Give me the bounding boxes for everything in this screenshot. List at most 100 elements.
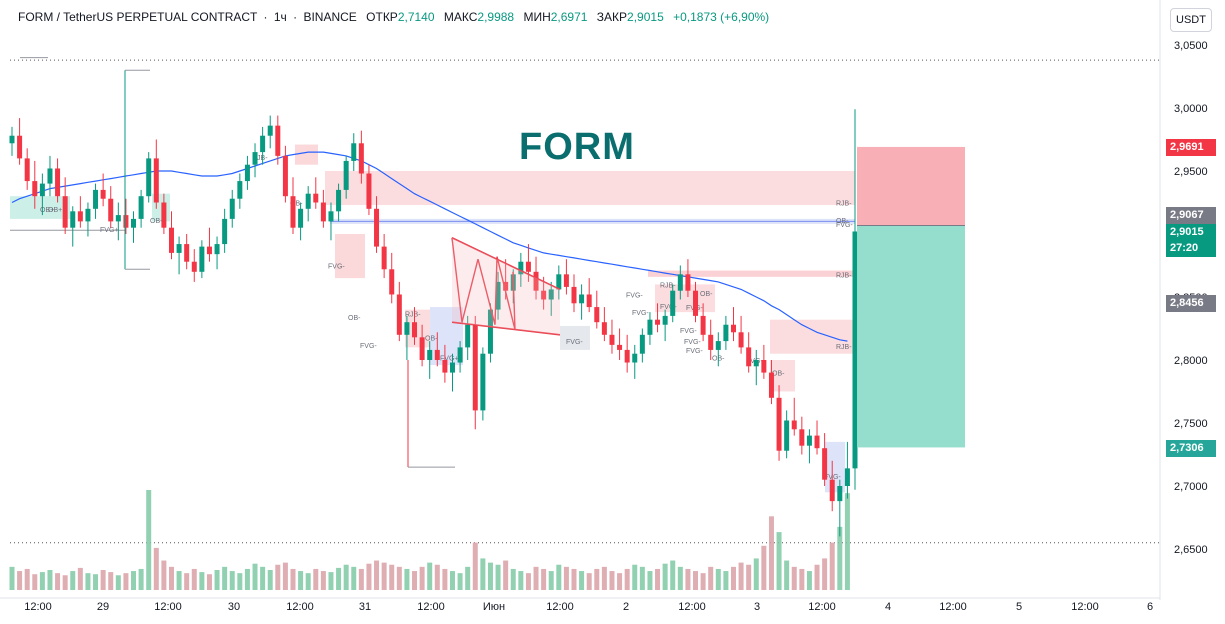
volume-bar [655,568,661,590]
candle-body [267,125,273,136]
volume-bar [837,526,843,590]
zone-label: RJB- [252,155,268,162]
x-tick-label: 12:00 [678,601,706,613]
fvg-minus-zone-3 [825,441,845,493]
y-tick-label: 2,9500 [1174,166,1208,178]
close-value: 2,9015 [627,10,664,24]
volume-bar [829,542,835,590]
candle-body [146,158,152,197]
volume-bar [556,564,562,590]
y-tick-label: 3,0500 [1174,40,1208,52]
volume-bar [146,490,152,590]
candle-body [487,309,493,354]
level1-price-tag: 2,9067 [1166,207,1216,224]
volume-bar [434,564,440,590]
volume-bar [768,516,774,590]
volume-bar [290,568,296,590]
candle-body [62,196,68,228]
volume-bar [700,573,706,590]
candle-body [556,274,562,290]
candle-body [594,307,600,323]
exchange-label: BINANCE [303,10,357,24]
volume-bar [412,571,418,590]
x-tick-label: 12:00 [286,601,314,613]
candle-body [768,372,774,398]
volume-bar [176,571,182,590]
candle-body [412,322,418,338]
x-tick-label: 2 [623,601,629,613]
volume-bar [647,571,653,590]
candle-body [723,324,729,342]
candle-body [480,353,486,411]
candle-body [427,349,433,360]
volume-bar [85,573,91,590]
last-price-tag: 2,9015 [1166,224,1216,241]
chart-header-legend: FORM / TetherUS PERPETUAL CONTRACT · 1ч … [18,10,770,24]
candle-body [191,261,197,272]
candle-body [708,334,714,350]
candle-body [252,152,258,165]
zone-label: FVG- [566,339,583,346]
zone-label: RJB- [405,311,421,318]
candle-body [55,168,61,197]
candle-body [47,168,53,184]
volume-bar [579,571,585,590]
volume-bar [480,558,486,590]
y-tick-label: 2,6500 [1174,544,1208,556]
volume-bar [639,566,645,590]
volume-bar [320,571,326,590]
x-tick-label: 12:00 [808,601,836,613]
take-profit-zone [857,225,965,448]
candle-body [93,189,99,209]
level2-price-tag: 2,8456 [1166,295,1216,312]
volume-bar [541,568,547,590]
zone-label: FVG- [686,348,703,355]
volume-bar [123,573,129,590]
ob-minus-zone-4 [770,360,795,392]
candle-body [184,244,190,262]
candle-body [237,181,243,199]
volume-bar [39,572,45,590]
candle-body [176,244,182,253]
candle-body [571,286,577,304]
symbol-title[interactable]: FORM / TetherUS PERPETUAL CONTRACT [18,10,258,24]
volume-bar [191,568,197,590]
candle-body [290,196,296,228]
volume-bar [229,571,235,590]
zone-label: FVG- [680,328,697,335]
candle-body [829,479,835,502]
candle-body [39,183,45,197]
volume-bar [563,566,569,590]
volume-bar [685,568,691,590]
high-label: МАКС [443,10,478,24]
ob-minus-zone-big [325,171,855,206]
volume-bar [275,564,281,590]
volume-bar [806,571,812,590]
volume-bar [730,566,736,590]
timeframe-label[interactable]: 1ч [273,10,287,24]
x-tick-label: Июн [483,601,505,613]
volume-bar [533,566,539,590]
candle-body [533,271,539,291]
volume-bar [472,542,478,590]
candle-body [199,246,205,272]
candle-body [442,360,448,373]
zone-label: FVG- [328,264,345,271]
volume-bar [586,573,592,590]
zone-label: FVG- [632,310,649,317]
candle-body [632,353,638,363]
zone-label: FVG- [836,222,853,229]
open-value: 2,7140 [397,10,435,24]
volume-bar [791,566,797,590]
candle-body [852,231,858,469]
wedge-fill [452,237,560,335]
candle-body [389,269,395,295]
candle-body [244,164,250,182]
volume-bar [404,568,410,590]
zone-label: OB+ [48,207,62,214]
currency-button[interactable]: USDT [1170,8,1212,32]
candle-body [738,332,744,348]
candle-body [206,246,212,255]
candle-body [465,324,471,348]
